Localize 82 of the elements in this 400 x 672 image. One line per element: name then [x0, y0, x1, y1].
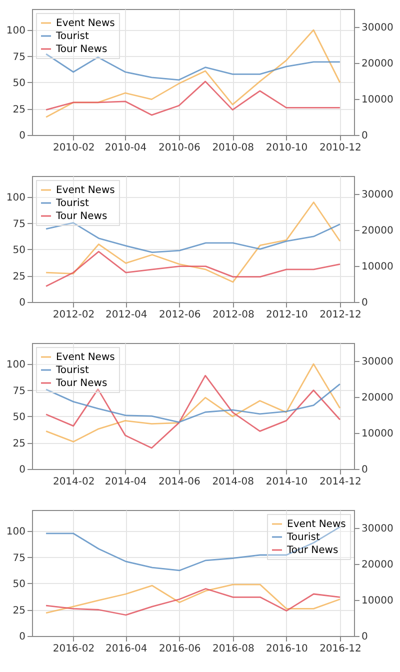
y-tick-label: 0: [19, 298, 26, 308]
line-series: [45, 222, 341, 254]
x-tick-label: 2016-08: [212, 644, 254, 654]
x-tick-label: 2014-10: [266, 476, 308, 488]
legend-label: Tourist: [55, 365, 89, 376]
x-tick-label: 2012-04: [105, 310, 148, 320]
y2-tick-label: 0: [362, 130, 368, 142]
y-tick-label: 50: [12, 412, 26, 423]
x-tick-label: 2012-02: [52, 310, 95, 320]
y2-tick-label: 20000: [362, 226, 394, 236]
y-tick-label: 100: [6, 526, 26, 538]
x-tick-label: 2016-04: [105, 644, 148, 654]
y2-tick-label: 30000: [362, 524, 394, 534]
legend-label: Tour News: [55, 378, 108, 389]
y2-tick-label: 30000: [362, 356, 394, 368]
x-tick-label: 2014-12: [320, 476, 362, 488]
y-tick-label: 0: [19, 464, 26, 476]
y2-tick-label: 0: [362, 632, 368, 642]
x-tick-label: 2010-12: [320, 142, 362, 154]
x-tick-label: 2016-06: [159, 644, 201, 654]
x-tick-label: 2016-12: [320, 644, 362, 654]
y2-tick-label: 20000: [362, 392, 394, 404]
legend-label: Tourist: [55, 31, 89, 42]
y-tick-label: 100: [6, 26, 26, 36]
y-tick-label: 75: [12, 386, 26, 397]
y2-tick-label: 0: [362, 298, 368, 308]
x-tick-label: 2012-06: [159, 310, 201, 320]
line-series: [45, 374, 341, 449]
legend-label: Tour News: [286, 545, 338, 556]
legend-label: Tour News: [55, 211, 108, 222]
x-tick-label: 2014-04: [104, 476, 147, 488]
y2-tick-label: 20000: [362, 560, 394, 570]
x-tick-label: 2010-10: [266, 142, 308, 154]
y-tick-label: 50: [12, 78, 26, 89]
x-tick-label: 2016-10: [266, 644, 308, 654]
line-series: [45, 29, 341, 118]
y2-tick-label: 10000: [362, 94, 394, 106]
y2-tick-label: 10000: [362, 596, 394, 606]
line-series: [45, 363, 341, 442]
x-tick-label: 2012-10: [266, 310, 308, 320]
y-tick-label: 25: [12, 104, 26, 116]
legend-label: Event News: [56, 352, 115, 363]
x-tick-label: 2014-08: [212, 476, 254, 488]
x-tick-label: 2012-08: [212, 310, 254, 320]
y2-tick-label: 30000: [362, 190, 394, 200]
legend-label: Event News: [56, 18, 115, 29]
y-tick-label: 25: [12, 605, 26, 616]
x-tick-label: 2016-02: [52, 644, 95, 654]
legend-label: Tour News: [55, 44, 108, 55]
legend-label: Event News: [56, 185, 115, 196]
x-tick-label: 2012-12: [320, 310, 362, 320]
y-tick-label: 75: [12, 218, 26, 230]
y-tick-label: 75: [12, 552, 26, 564]
x-tick-label: 2010-04: [104, 142, 147, 154]
y2-tick-label: 0: [362, 464, 368, 476]
y-tick-label: 100: [6, 360, 26, 370]
y-tick-label: 25: [12, 271, 26, 282]
x-tick-label: 2010-06: [158, 142, 200, 154]
y-tick-label: 0: [19, 632, 26, 642]
line-series: [45, 80, 341, 116]
y-tick-label: 75: [12, 52, 26, 63]
y-tick-label: 100: [6, 192, 26, 204]
line-series: [45, 584, 341, 614]
legend-label: Tourist: [55, 198, 89, 209]
y-tick-label: 50: [12, 579, 26, 590]
y2-tick-label: 10000: [362, 428, 394, 440]
y2-tick-label: 30000: [362, 22, 394, 34]
line-series: [45, 588, 341, 616]
y-tick-label: 0: [19, 130, 26, 142]
line-series: [45, 250, 341, 287]
x-tick-label: 2010-02: [52, 142, 95, 154]
x-tick-label: 2014-06: [158, 476, 200, 488]
line-series: [45, 526, 341, 572]
y2-tick-label: 10000: [362, 262, 394, 272]
legend-label: Tourist: [286, 532, 320, 543]
x-tick-label: 2010-08: [212, 142, 254, 154]
y2-tick-label: 20000: [362, 58, 394, 70]
line-series: [45, 53, 341, 81]
x-tick-label: 2014-02: [52, 476, 95, 488]
y-tick-label: 50: [12, 245, 26, 256]
y-tick-label: 25: [12, 438, 26, 450]
legend-label: Event News: [287, 519, 346, 530]
